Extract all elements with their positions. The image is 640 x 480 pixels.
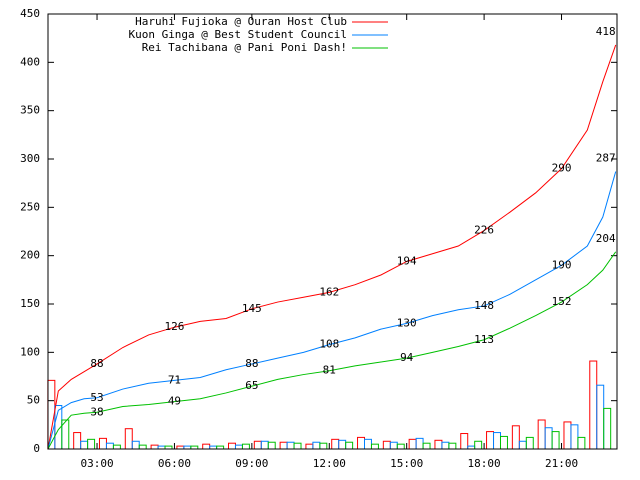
legend-label: Rei Tachibana @ Pani Poni Dash! [142,41,347,54]
x-tick-label: 18:00 [468,457,501,470]
value-label: 145 [242,302,262,315]
x-tick-label: 12:00 [313,457,346,470]
value-label: 94 [400,351,414,364]
y-tick-label: 200 [20,249,40,262]
value-label: 152 [552,295,572,308]
value-label: 53 [90,391,103,404]
value-label: 49 [168,395,181,408]
value-label: 108 [319,338,339,351]
value-label: 113 [474,333,494,346]
x-tick-label: 03:00 [80,457,113,470]
value-label: 88 [245,357,258,370]
value-label: 418 [596,25,616,38]
y-tick-label: 250 [20,200,40,213]
series-line [47,171,617,450]
value-label: 65 [245,379,258,392]
value-label: 194 [397,254,417,267]
y-tick-label: 400 [20,55,40,68]
y-tick-label: 300 [20,152,40,165]
value-label: 204 [596,232,616,245]
y-tick-label: 0 [33,442,40,455]
value-label: 88 [90,357,103,370]
value-label: 287 [596,152,616,165]
y-tick-label: 100 [20,345,40,358]
x-tick-label: 21:00 [545,457,578,470]
value-label: 38 [90,405,103,418]
value-label: 162 [319,285,339,298]
plot-border [47,13,618,450]
series-line [47,44,617,450]
x-tick-label: 09:00 [235,457,268,470]
value-label: 190 [552,258,572,271]
value-label: 130 [397,316,417,329]
legend-label: Haruhi Fujioka @ Ouran Host Club [135,15,347,28]
legend-label: Kuon Ginga @ Best Student Council [128,28,347,41]
value-label: 226 [474,224,494,237]
x-tick-label: 06:00 [158,457,191,470]
y-tick-label: 350 [20,104,40,117]
value-label: 126 [165,320,185,333]
x-tick-label: 15:00 [390,457,423,470]
value-label: 71 [168,373,181,386]
y-tick-label: 150 [20,297,40,310]
value-label: 290 [552,162,572,175]
series-line [47,251,617,450]
y-tick-label: 50 [27,394,40,407]
value-label: 81 [323,364,336,377]
y-tick-label: 450 [20,7,40,20]
value-label: 148 [474,299,494,312]
